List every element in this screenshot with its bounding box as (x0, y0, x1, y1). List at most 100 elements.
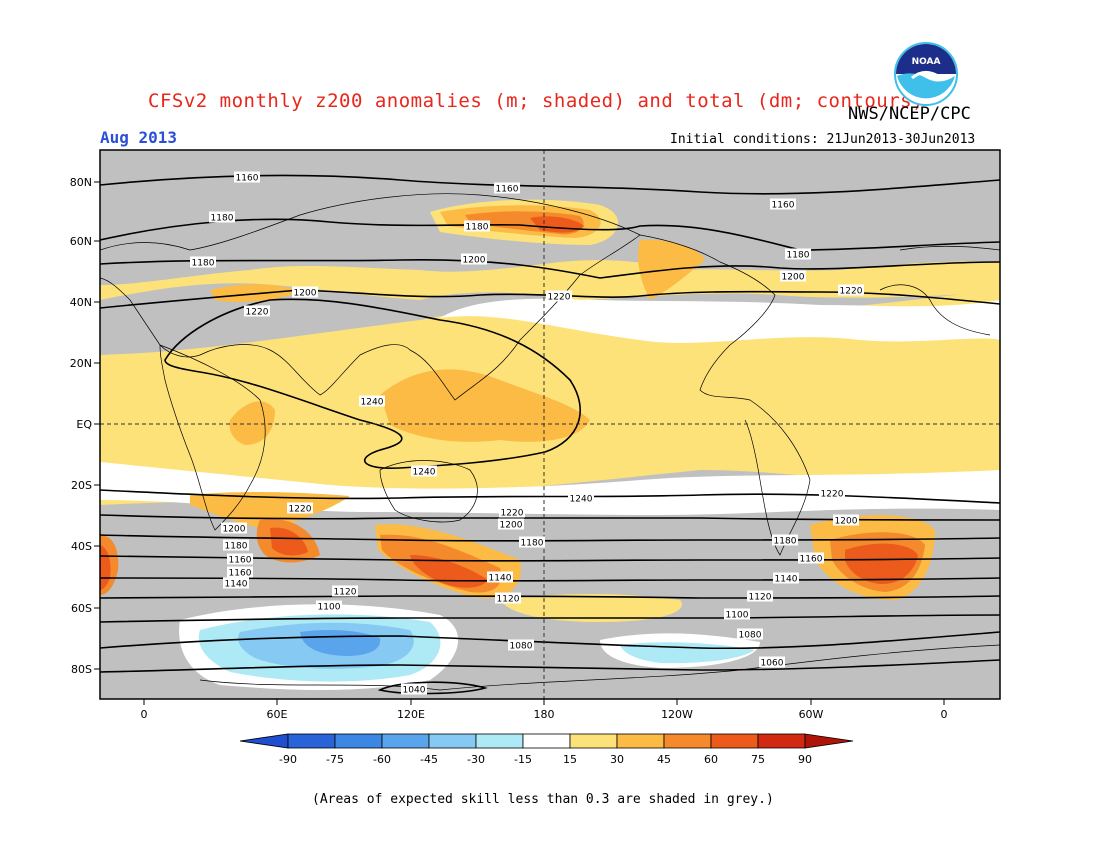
contour-label-bg (190, 256, 216, 268)
lat-label: 20S (71, 479, 92, 492)
colorbar-label: 60 (704, 753, 718, 766)
contour-label: 1040 (403, 686, 426, 696)
colorbar-label: -30 (467, 753, 485, 766)
colorbar-label: 30 (610, 753, 624, 766)
lat-label: 80S (71, 663, 92, 676)
contour-label: 1180 (466, 223, 489, 233)
contour-label-bg (234, 171, 260, 183)
contour-label: 1220 (246, 308, 269, 318)
lon-label: 0 (141, 708, 148, 721)
contour-label: 1180 (774, 537, 797, 547)
colorbar-swatch (334, 733, 383, 749)
contour-label-bg (772, 534, 798, 546)
contour-label: 1180 (787, 251, 810, 261)
contour-label-bg (495, 592, 521, 604)
contour-label: 1180 (192, 259, 215, 269)
colorbar-high-arrow (804, 733, 854, 749)
contour-label-bg (724, 608, 750, 620)
contour-label-bg (223, 539, 249, 551)
colorbar-swatch (663, 733, 712, 749)
contour-label-bg (244, 305, 270, 317)
contour-label-bg (461, 253, 487, 265)
contour-label-bg (292, 286, 318, 298)
contour-label-bg (508, 639, 534, 651)
contour-label: 1160 (229, 556, 252, 566)
colorbar-swatch (381, 733, 430, 749)
anomaly-tropics-15-30 (100, 290, 1000, 505)
contour-label: 1120 (334, 588, 357, 598)
contour-label: 1100 (318, 603, 341, 613)
anomaly-sh-indian-60-75 (270, 527, 308, 556)
contour-label-bg (411, 465, 437, 477)
contour-label-bg (759, 656, 785, 668)
contour-label-bg (747, 590, 773, 602)
lon-label: 120W (661, 708, 693, 721)
contour-label: 1220 (821, 490, 844, 500)
contour-label: 1120 (497, 595, 520, 605)
contour-label-bg (798, 552, 824, 564)
contour-label-bg (494, 182, 520, 194)
lon-label: 120E (397, 708, 425, 721)
colorbar-label: 90 (798, 753, 812, 766)
anomaly-sh-30-45-indian (190, 492, 350, 530)
lat-label: 40N (70, 296, 92, 309)
contour-label-bg (464, 220, 490, 232)
contour-label-bg (737, 628, 763, 640)
contour-label-bg (519, 536, 545, 548)
lat-label: 80N (70, 176, 92, 189)
colorbar-label: 45 (657, 753, 671, 766)
anomaly-nh-mid-15-30 (100, 260, 1000, 300)
contour-label: 1160 (772, 201, 795, 211)
colorbar-low-arrow (239, 733, 289, 749)
colorbar-label: -60 (373, 753, 391, 766)
map-title: CFSv2 monthly z200 anomalies (m; shaded)… (148, 90, 925, 112)
longitude-axis: 0 60E 120E 180 120W 60W 0 (141, 699, 948, 721)
colorbar-label: -45 (420, 753, 438, 766)
contour-label: 1200 (294, 289, 317, 299)
colorbar-swatch (475, 733, 524, 749)
contour-label: 1160 (800, 555, 823, 565)
logo-text: NOAA (912, 57, 941, 67)
contour-label: 1180 (211, 214, 234, 224)
contour-label-bg (819, 487, 845, 499)
contour-label: 1140 (225, 580, 248, 590)
contour-label: 1140 (489, 574, 512, 584)
contour-label-bg (498, 518, 524, 530)
contour-label: 1200 (500, 521, 523, 531)
contour-label: 1140 (775, 575, 798, 585)
colorbar-label: -15 (514, 753, 532, 766)
contour-label-bg (287, 502, 313, 514)
contour-label: 1100 (726, 611, 749, 621)
contour-label-bg (359, 395, 385, 407)
contour-label: 1220 (548, 293, 571, 303)
contour-label-bg (780, 270, 806, 282)
contour-label-bg (316, 600, 342, 612)
initial-conditions: Initial conditions: 21Jun2013-30Jun2013 (670, 132, 976, 147)
colorbar: -90 -75 -60 -45 -30 -15 15 30 45 60 75 90 (239, 733, 854, 766)
contour-label-bg (838, 284, 864, 296)
contour-label: 1160 (229, 569, 252, 579)
contour-label: 1180 (225, 542, 248, 552)
contour-label-bg (332, 585, 358, 597)
colorbar-swatch (757, 733, 806, 749)
lat-label: 40S (71, 540, 92, 553)
contour-label: 1200 (463, 256, 486, 266)
contour-label-bg (568, 492, 594, 504)
colorbar-label: 75 (751, 753, 765, 766)
lat-label: 60N (70, 235, 92, 248)
noaa-logo-icon: NOAA (894, 42, 958, 106)
contour-label: 1200 (223, 525, 246, 535)
contour-label-bg (833, 514, 859, 526)
contour-label-bg (785, 248, 811, 260)
latitude-axis: 80N 60N 40N 20N EQ 20S 40S 60S 80S (70, 176, 100, 676)
colorbar-label: 15 (563, 753, 577, 766)
lon-label: 60E (267, 708, 288, 721)
contour-label: 1220 (840, 287, 863, 297)
anomaly-sh-australia-60-75 (410, 555, 488, 588)
contour-label-bg (401, 683, 427, 695)
contour-label-bg (223, 577, 249, 589)
lat-label: 20N (70, 357, 92, 370)
contour-label: 1080 (510, 642, 533, 652)
